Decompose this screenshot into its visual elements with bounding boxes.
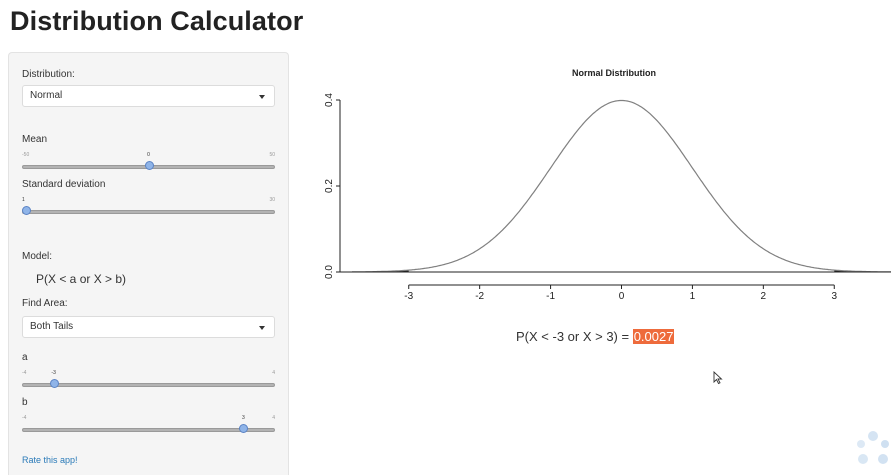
y-tick-label: 0.0 [324, 265, 335, 279]
a-max: 4 [272, 370, 275, 376]
mean-min: -50 [22, 152, 30, 158]
distribution-select-value: Normal [30, 90, 63, 101]
chevron-down-icon [259, 326, 265, 330]
find-area-select[interactable]: Both Tails [22, 316, 275, 338]
x-tick-label: 3 [831, 291, 837, 302]
mouse-pointer-icon [713, 371, 723, 385]
mean-slider-handle[interactable] [144, 161, 154, 170]
sd-max: 30 [269, 197, 275, 203]
model-text: P(X < a or X > b) [36, 272, 127, 286]
x-tick-label: -2 [475, 291, 484, 302]
b-max: 4 [272, 415, 275, 421]
mean-slider[interactable]: -50 0 50 [22, 147, 275, 177]
a-min: -4 [22, 370, 27, 376]
b-slider[interactable]: -4 3 4 [22, 410, 275, 440]
y-tick-label: 0.2 [324, 179, 335, 193]
a-slider-track[interactable] [22, 383, 275, 387]
b-slider-track[interactable] [22, 428, 275, 432]
mean-label: Mean [22, 134, 48, 145]
x-tick-label: 1 [690, 291, 696, 302]
plot-title: Normal Distribution [572, 68, 656, 78]
b-slider-handle[interactable] [239, 424, 249, 433]
b-label: b [22, 397, 28, 408]
sd-slider[interactable]: 1 30 [22, 192, 275, 222]
rate-app-link[interactable]: Rate this app! [22, 455, 78, 465]
b-min: -4 [22, 415, 27, 421]
sd-slider-track[interactable] [22, 210, 275, 214]
sd-slider-handle[interactable] [22, 206, 31, 215]
density-curve [352, 99, 891, 273]
result-value: 0.0027 [632, 329, 675, 344]
a-value: -3 [51, 370, 56, 376]
loading-spinner-icon [857, 431, 889, 464]
distribution-label: Distribution: [22, 69, 75, 80]
distribution-select[interactable]: Normal [22, 85, 275, 107]
sidebar-panel: Distribution: Normal Mean -50 0 50 Stand… [8, 52, 289, 475]
mean-max: 50 [269, 152, 275, 158]
sd-label: Standard deviation [22, 179, 106, 190]
x-tick-label: 0 [619, 291, 625, 302]
b-value: 3 [241, 415, 245, 421]
chevron-down-icon [259, 95, 265, 99]
sd-min: 1 [22, 197, 25, 203]
mean-value: 0 [147, 152, 150, 158]
model-label: Model: [22, 251, 53, 262]
a-label: a [22, 352, 28, 363]
x-tick-label: 2 [761, 291, 767, 302]
x-tick-label: -3 [404, 291, 413, 302]
normal-distribution-plot: Normal Distribution -3 -2 -1 0 1 2 3 0.0 0.2 0.4 [324, 68, 891, 302]
probability-result: P(X < -3 or X > 3) = 0.0027 [516, 329, 675, 344]
y-tick-label: 0.4 [324, 93, 335, 107]
x-tick-label: -1 [546, 291, 555, 302]
a-slider[interactable]: -4 -3 4 [22, 365, 275, 395]
find-area-select-value: Both Tails [30, 321, 74, 332]
find-area-label: Find Area: [22, 298, 68, 309]
app-title: Distribution Calculator [10, 6, 304, 36]
a-slider-handle[interactable] [49, 379, 59, 388]
result-expression: P(X < -3 or X > 3) = [516, 329, 633, 344]
